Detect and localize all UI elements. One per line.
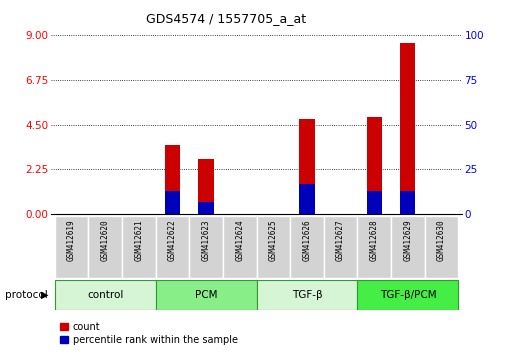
Text: GSM412623: GSM412623 [202,219,210,261]
Bar [358,280,458,310]
Bar [155,280,256,310]
Bar [367,191,382,214]
Bar [256,280,358,310]
Text: GSM412630: GSM412630 [437,219,446,261]
Text: GSM412625: GSM412625 [269,219,278,261]
Bar [199,202,213,214]
Text: GSM412628: GSM412628 [370,219,379,261]
Legend: count, percentile rank within the sample: count, percentile rank within the sample [56,318,242,349]
Bar [358,216,391,278]
Bar [300,119,314,214]
Bar [391,216,425,278]
Bar [88,216,122,278]
Text: GSM412624: GSM412624 [235,219,244,261]
Bar [223,216,256,278]
Bar [189,216,223,278]
Text: GSM412622: GSM412622 [168,219,177,261]
Bar [165,191,180,214]
Text: GDS4574 / 1557705_a_at: GDS4574 / 1557705_a_at [146,12,306,25]
Bar [256,216,290,278]
Bar [199,159,213,214]
Text: TGF-β: TGF-β [292,290,322,300]
Text: GSM412621: GSM412621 [134,219,143,261]
Bar [400,191,416,214]
Bar [155,216,189,278]
Text: ▶: ▶ [41,290,49,300]
Text: GSM412620: GSM412620 [101,219,110,261]
Bar [300,184,314,214]
Bar [324,216,358,278]
Bar [165,145,180,214]
Bar [367,117,382,214]
Bar [425,216,458,278]
Bar [400,43,416,214]
Bar [55,216,88,278]
Text: control: control [87,290,123,300]
Text: GSM412627: GSM412627 [336,219,345,261]
Text: GSM412626: GSM412626 [303,219,311,261]
Bar [122,216,155,278]
Text: protocol: protocol [5,290,48,300]
Bar [290,216,324,278]
Bar [55,280,155,310]
Text: GSM412619: GSM412619 [67,219,76,261]
Text: PCM: PCM [195,290,218,300]
Text: GSM412629: GSM412629 [403,219,412,261]
Text: TGF-β/PCM: TGF-β/PCM [380,290,436,300]
